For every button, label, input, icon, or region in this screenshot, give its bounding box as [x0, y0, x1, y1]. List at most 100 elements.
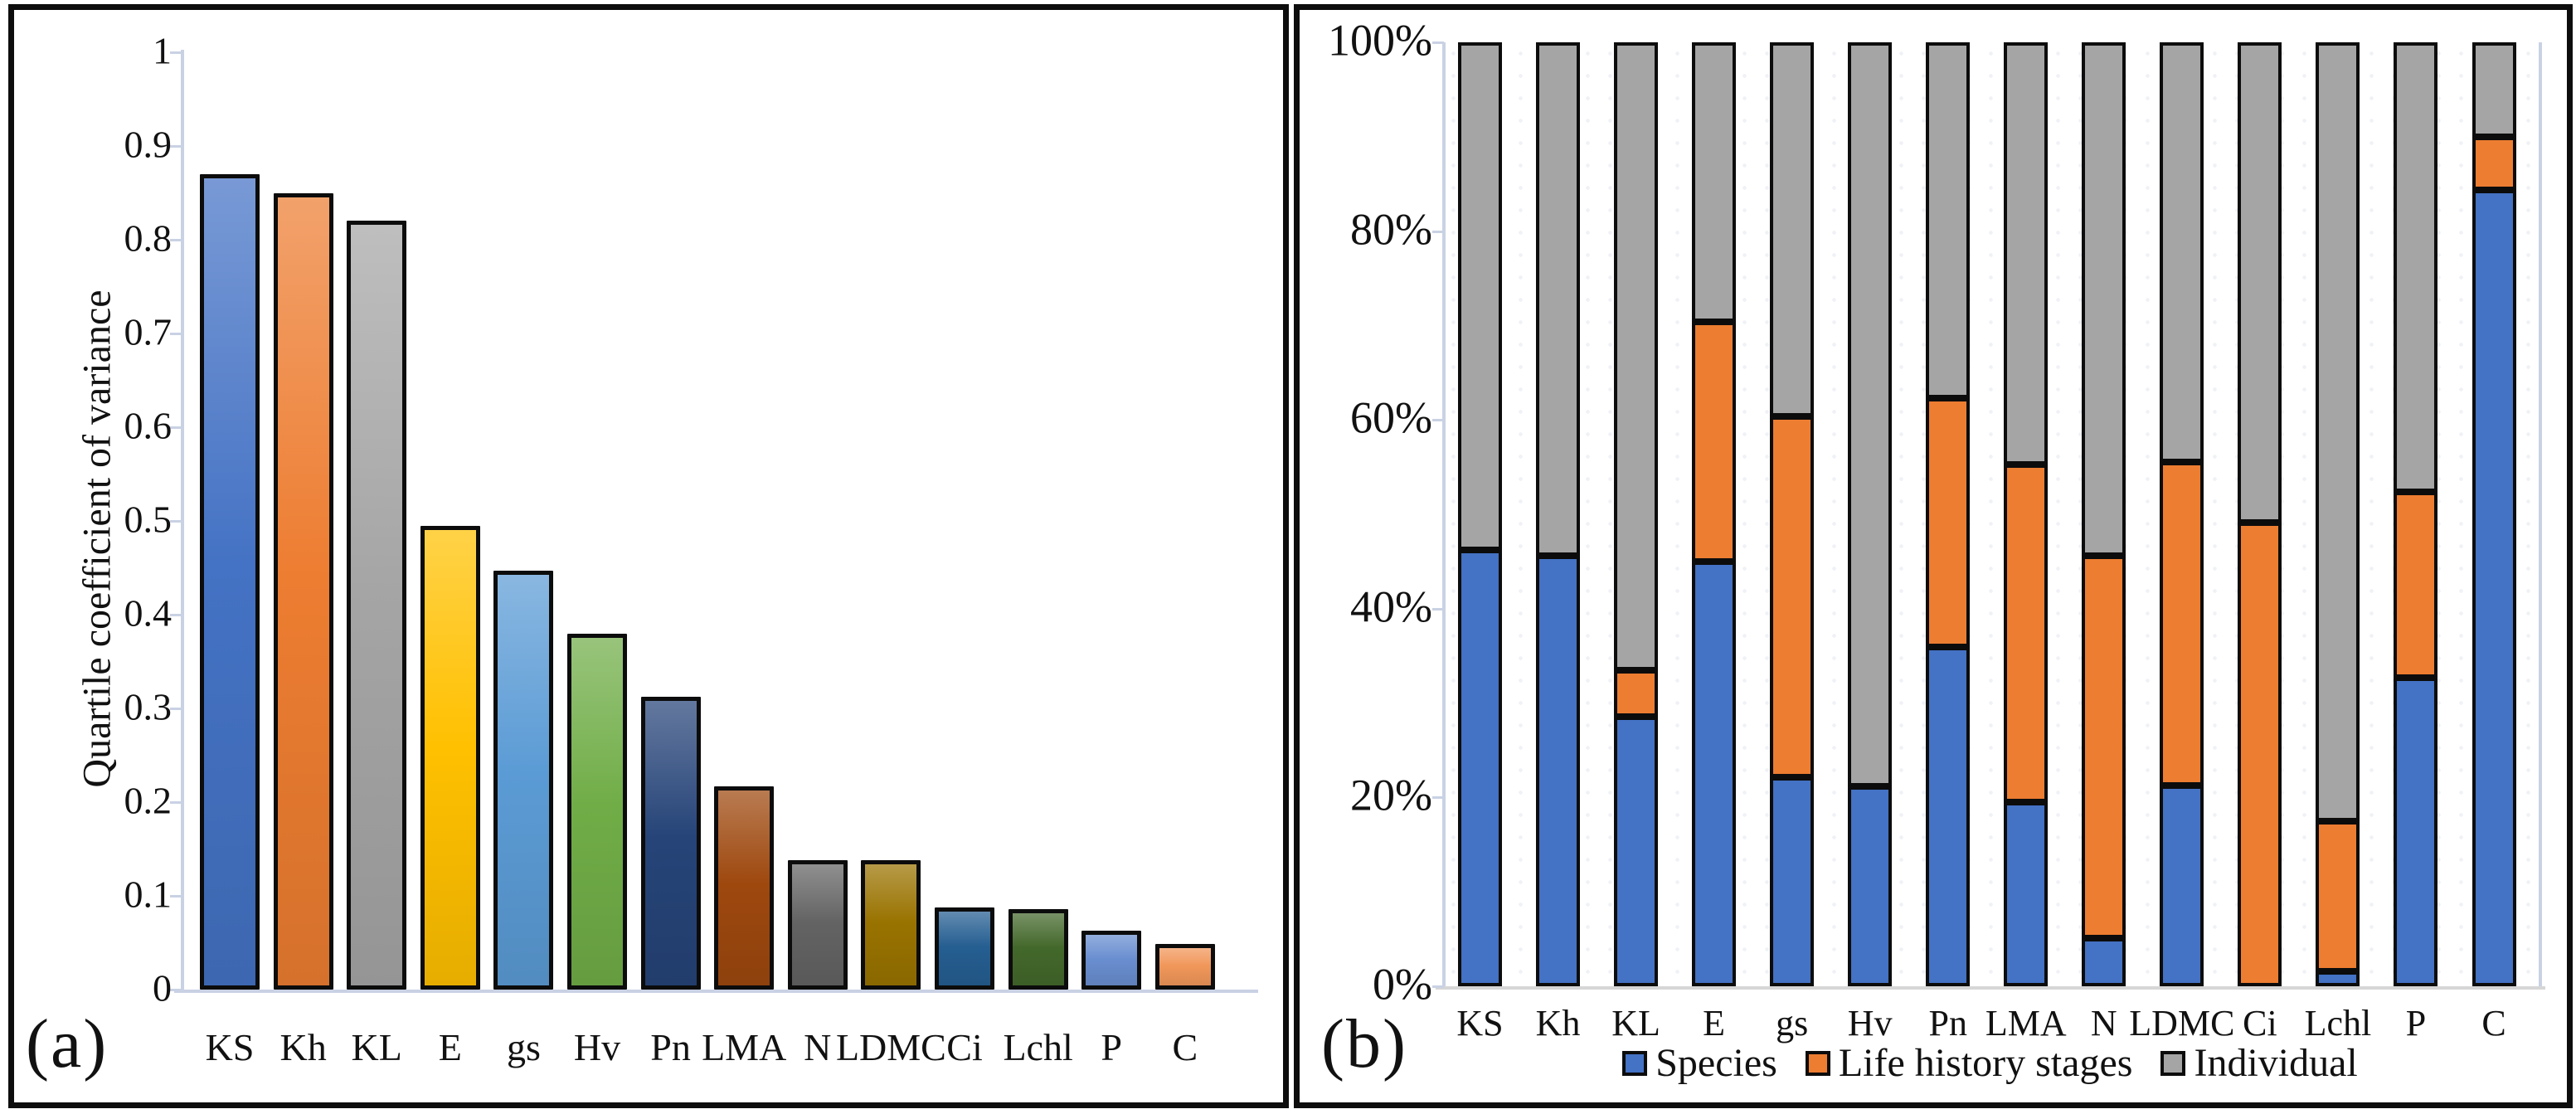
bar-KS: [200, 173, 260, 990]
segment-individual: [2472, 42, 2516, 137]
panel-a: Quartile coefficient of variance (a) 1 0.…: [8, 4, 1289, 1108]
segment-individual: [1770, 42, 1815, 416]
x-label-E: E: [438, 1026, 462, 1068]
x-label-Lchl: Lchl: [2304, 1003, 2372, 1043]
segment-individual: [1848, 42, 1893, 786]
x-label-P: P: [1101, 1026, 1122, 1068]
x-label-KL: KL: [1611, 1003, 1660, 1043]
bar-KL: [347, 221, 407, 990]
y-tick: [170, 51, 182, 54]
y-tick: [170, 801, 182, 804]
y-axis-line: [181, 50, 184, 990]
stacked-bar-N: [2082, 42, 2126, 986]
segment-life-history-stages: [1770, 416, 1815, 778]
x-label-LMA: LMA: [1985, 1003, 2067, 1043]
segment-individual: [1614, 42, 1659, 670]
segment-life-history-stages: [1614, 669, 1659, 717]
y-tick-label: 0%: [1373, 959, 1432, 1009]
segment-species: [2316, 970, 2360, 986]
segment-species: [1458, 550, 1502, 986]
stacked-bar-Ci: [2238, 42, 2282, 986]
stacked-bar-KL: [1614, 42, 1659, 986]
y-tick-label: 100%: [1328, 15, 1432, 66]
y-tick-label: 0.3: [124, 685, 173, 728]
segment-species: [1848, 786, 1893, 986]
y-tick-label: 1: [153, 29, 172, 72]
segment-life-history-stages: [1926, 398, 1971, 648]
stacked-bar-C: [2472, 42, 2516, 986]
segment-individual: [1458, 42, 1502, 551]
stacked-bar-Pn: [1926, 42, 1971, 986]
y-tick: [170, 989, 182, 991]
y-tick: [170, 333, 182, 335]
y-tick: [170, 895, 182, 898]
y-tick-label: 20%: [1350, 770, 1432, 820]
segment-species: [1770, 777, 1815, 986]
y-tick: [170, 145, 182, 148]
y-tick: [1432, 419, 1444, 422]
x-label-Kh: Kh: [1535, 1003, 1581, 1043]
segment-individual: [1536, 42, 1581, 557]
y-tick-label: 40%: [1350, 581, 1432, 632]
x-label-gs: gs: [506, 1026, 541, 1068]
segment-species: [2472, 189, 2516, 986]
bar-LMA: [714, 786, 775, 990]
x-label-Ci: Ci: [946, 1026, 983, 1068]
segment-individual: [1926, 42, 1971, 399]
segment-species: [1926, 647, 1971, 986]
y-tick-label: 0.4: [124, 591, 173, 635]
y-tick: [170, 239, 182, 241]
legend-item-species: Species: [1622, 1040, 1777, 1086]
bar-Kh: [273, 192, 333, 990]
x-label-KL: KL: [351, 1026, 402, 1068]
stacked-bar-Hv: [1848, 42, 1893, 986]
segment-life-history-stages: [2160, 462, 2204, 786]
bar-N: [787, 860, 848, 990]
y-tick: [1432, 796, 1444, 800]
stacked-bar-KS: [1458, 42, 1502, 986]
x-label-E: E: [1703, 1003, 1726, 1043]
segment-life-history-stages: [2472, 136, 2516, 190]
y-tick-label: 0.9: [124, 123, 173, 166]
y-tick-label: 80%: [1350, 204, 1432, 255]
x-label-LDMC: LDMC: [2129, 1003, 2235, 1043]
plot-background: [1442, 42, 2539, 986]
panel-a-label: (a): [26, 1005, 109, 1082]
y-tick: [170, 426, 182, 429]
x-label-KS: KS: [1456, 1003, 1504, 1043]
x-label-Ci: Ci: [2243, 1003, 2277, 1043]
y-tick: [170, 614, 182, 616]
y-tick-label: 60%: [1350, 392, 1432, 443]
bar-P: [1081, 930, 1142, 990]
stacked-bar-P: [2394, 42, 2438, 986]
segment-species: [1536, 556, 1581, 986]
y-tick: [1432, 607, 1444, 611]
bar-Lchl: [1008, 908, 1068, 990]
segment-individual: [2316, 42, 2360, 821]
segment-life-history-stages: [2394, 491, 2438, 678]
x-axis-line: [174, 990, 1258, 993]
bar-C: [1154, 943, 1215, 990]
y-tick-label: 0.8: [124, 216, 173, 260]
legend-item-life-history-stages: Life history stages: [1805, 1040, 2132, 1086]
segment-species: [2394, 677, 2438, 986]
x-label-C: C: [2481, 1003, 2506, 1043]
bar-E: [420, 525, 480, 990]
y-tick: [170, 708, 182, 710]
x-label-P: P: [2405, 1003, 2427, 1043]
y-tick-label: 0.2: [124, 779, 173, 822]
y-tick-label: 0.7: [124, 310, 173, 353]
panel-b-label: (b): [1321, 1005, 1407, 1082]
stacked-bar-Kh: [1536, 42, 1581, 986]
segment-life-history-stages: [2238, 523, 2282, 986]
segment-species: [2004, 802, 2049, 986]
bar-Hv: [567, 633, 627, 990]
y-tick-label: 0: [153, 966, 172, 1009]
x-label-LMA: LMA: [702, 1026, 787, 1068]
x-label-N: N: [2090, 1003, 2117, 1043]
segment-life-history-stages: [1692, 321, 1737, 562]
x-axis-line: [1436, 986, 2545, 990]
stacked-bar-LMA: [2004, 42, 2049, 986]
